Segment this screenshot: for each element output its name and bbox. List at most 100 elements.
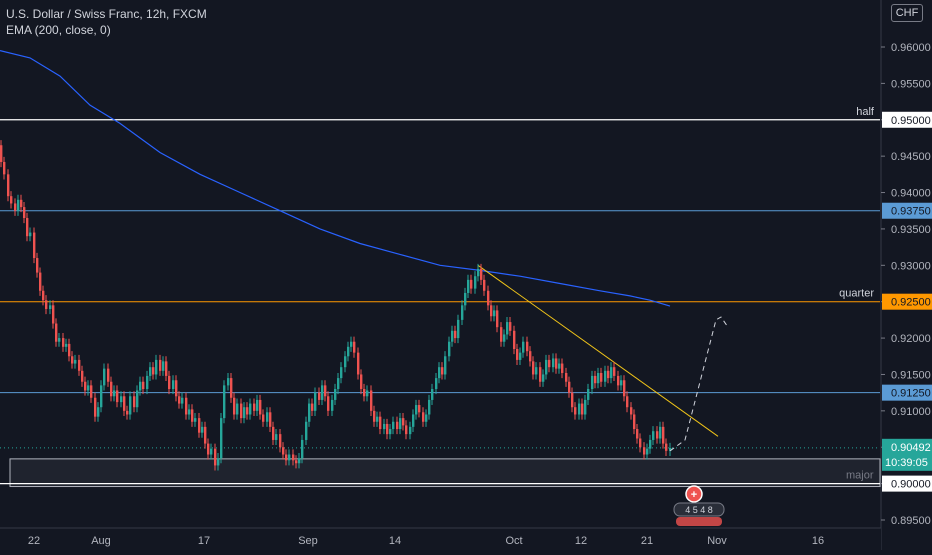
candle-body[interactable]	[392, 421, 395, 430]
candle-body[interactable]	[344, 356, 347, 368]
candle-body[interactable]	[451, 330, 454, 342]
candle-body[interactable]	[347, 346, 350, 357]
candle-body[interactable]	[561, 363, 564, 374]
candle-body[interactable]	[318, 392, 321, 400]
candle-body[interactable]	[370, 390, 373, 411]
candle-body[interactable]	[412, 414, 415, 427]
candle-body[interactable]	[470, 279, 473, 289]
candle-body[interactable]	[155, 359, 158, 375]
candle-body[interactable]	[90, 385, 93, 398]
candle-body[interactable]	[431, 389, 434, 400]
candle-body[interactable]	[578, 403, 581, 415]
candle-body[interactable]	[3, 161, 6, 175]
candle-body[interactable]	[45, 300, 48, 309]
candle-body[interactable]	[334, 389, 337, 400]
candle-body[interactable]	[613, 367, 616, 376]
candle-body[interactable]	[288, 454, 291, 461]
candle-body[interactable]	[74, 359, 77, 364]
candle-body[interactable]	[467, 279, 470, 293]
candle-body[interactable]	[422, 412, 425, 422]
candle-body[interactable]	[662, 426, 665, 444]
candle-body[interactable]	[42, 290, 45, 301]
candle-body[interactable]	[396, 421, 399, 430]
candle-body[interactable]	[493, 310, 496, 317]
event-plus-icon[interactable]	[685, 485, 703, 503]
candle-body[interactable]	[535, 367, 538, 375]
candle-body[interactable]	[604, 370, 607, 382]
candle-body[interactable]	[217, 458, 220, 466]
candle-body[interactable]	[529, 351, 532, 362]
candle-body[interactable]	[600, 373, 603, 382]
candle-body[interactable]	[159, 359, 162, 371]
candle-body[interactable]	[240, 403, 243, 419]
currency-button[interactable]: CHF	[891, 4, 923, 22]
candle-body[interactable]	[327, 396, 330, 411]
candle-body[interactable]	[659, 426, 662, 439]
candle-body[interactable]	[353, 341, 356, 353]
candle-body[interactable]	[204, 426, 207, 444]
candle-body[interactable]	[324, 385, 327, 397]
candle-body[interactable]	[113, 390, 116, 397]
candle-body[interactable]	[610, 367, 613, 379]
candle-body[interactable]	[623, 380, 626, 397]
candle-body[interactable]	[477, 268, 480, 277]
candle-body[interactable]	[480, 268, 483, 280]
candle-body[interactable]	[409, 426, 412, 435]
candle-body[interactable]	[181, 397, 184, 404]
candle-body[interactable]	[162, 361, 165, 371]
candle-body[interactable]	[652, 431, 655, 440]
candle-body[interactable]	[444, 356, 447, 375]
candle-body[interactable]	[383, 423, 386, 430]
candle-body[interactable]	[20, 199, 23, 208]
candle-body[interactable]	[126, 410, 129, 415]
candle-body[interactable]	[428, 399, 431, 415]
candle-body[interactable]	[10, 196, 13, 204]
candle-body[interactable]	[49, 305, 52, 309]
candle-body[interactable]	[207, 443, 210, 455]
candle-body[interactable]	[81, 370, 84, 382]
candle-body[interactable]	[97, 407, 100, 417]
candle-body[interactable]	[55, 323, 58, 342]
candle-body[interactable]	[376, 416, 379, 422]
candle-body[interactable]	[665, 443, 668, 451]
candle-body[interactable]	[386, 423, 389, 435]
candle-body[interactable]	[490, 305, 493, 317]
candle-body[interactable]	[636, 429, 639, 439]
candle-body[interactable]	[607, 370, 610, 379]
candle-body[interactable]	[136, 390, 139, 408]
candle-body[interactable]	[350, 341, 353, 347]
candle-body[interactable]	[178, 396, 181, 404]
candle-body[interactable]	[363, 389, 366, 397]
candle-body[interactable]	[233, 397, 236, 415]
candle-body[interactable]	[552, 358, 555, 368]
candle-body[interactable]	[17, 199, 20, 211]
candle-body[interactable]	[246, 407, 249, 415]
candle-body[interactable]	[441, 367, 444, 375]
candle-body[interactable]	[448, 341, 451, 357]
candle-body[interactable]	[220, 418, 223, 459]
candle-body[interactable]	[78, 359, 81, 371]
candle-body[interactable]	[146, 375, 149, 390]
candle-body[interactable]	[483, 279, 486, 291]
candle-body[interactable]	[314, 392, 317, 411]
event-flags-icon[interactable]	[673, 502, 725, 517]
candle-body[interactable]	[133, 396, 136, 408]
candle-body[interactable]	[120, 396, 123, 403]
candle-body[interactable]	[29, 232, 32, 237]
candle-body[interactable]	[301, 439, 304, 459]
candle-body[interactable]	[285, 454, 288, 461]
trendline[interactable]	[477, 264, 719, 437]
ema-line[interactable]	[0, 50, 671, 307]
candle-body[interactable]	[23, 207, 26, 219]
candle-body[interactable]	[587, 389, 590, 400]
candle-body[interactable]	[275, 434, 278, 440]
candle-body[interactable]	[68, 343, 71, 357]
candle-body[interactable]	[62, 338, 65, 347]
candle-body[interactable]	[513, 330, 516, 349]
candle-body[interactable]	[626, 396, 629, 408]
candle-body[interactable]	[526, 341, 529, 352]
candle-body[interactable]	[558, 363, 561, 369]
candle-body[interactable]	[405, 425, 408, 435]
candle-body[interactable]	[39, 272, 42, 291]
candle-body[interactable]	[415, 405, 418, 415]
